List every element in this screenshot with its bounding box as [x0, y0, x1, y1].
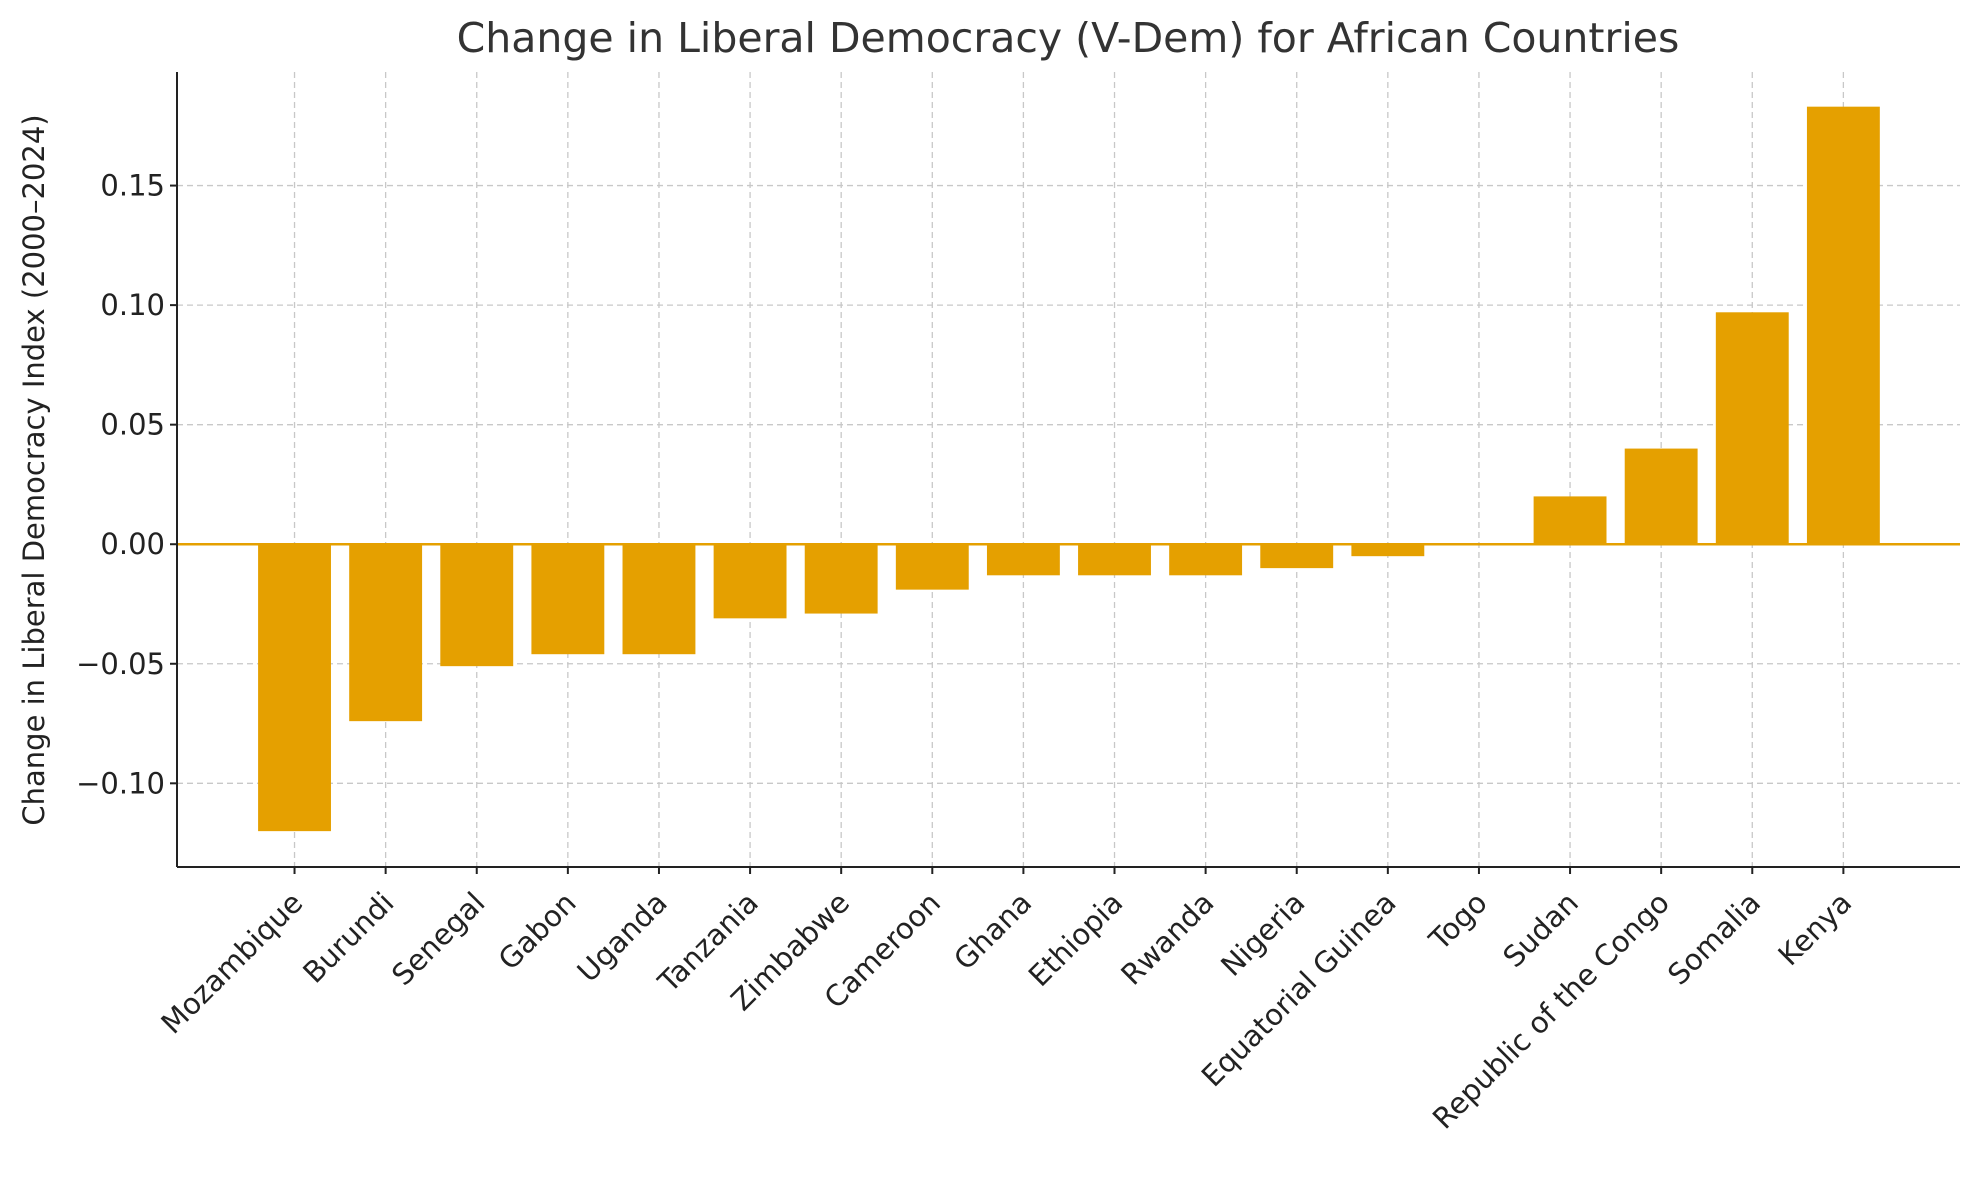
bar-ghana — [986, 544, 1060, 576]
y-tick-label: −0.05 — [76, 647, 165, 681]
bar-burundi — [349, 544, 423, 722]
bar-nigeria — [1260, 544, 1334, 569]
bar-mozambique — [258, 544, 331, 832]
bar-kenya — [1806, 106, 1880, 545]
bar-equatorial-guinea — [1351, 544, 1425, 557]
x-tick-label: Kenya — [1771, 885, 1858, 972]
bar-uganda — [622, 544, 696, 655]
bar-ethiopia — [1078, 544, 1151, 576]
bar-zimbabwe — [804, 544, 878, 614]
bar-gabon — [531, 544, 605, 655]
bar-somalia — [1715, 312, 1789, 545]
bar-rwanda — [1169, 544, 1243, 576]
y-tick-label: 0.15 — [100, 169, 165, 203]
x-tick-label: Somalia — [1661, 885, 1767, 991]
x-tick-label: Mozambique — [154, 885, 309, 1040]
x-tick-label: Sudan — [1496, 885, 1585, 974]
x-tick-label: Senegal — [385, 885, 492, 992]
bar-cameroon — [895, 544, 969, 590]
x-tick-label: Burundi — [296, 885, 400, 989]
x-tick-label: Ethiopia — [1022, 885, 1130, 993]
chart-title: Change in Liberal Democracy (V-Dem) for … — [457, 14, 1680, 62]
bar-republic-of-the-congo — [1624, 448, 1698, 545]
y-tick-label: 0.05 — [100, 408, 165, 442]
bar-tanzania — [713, 544, 787, 619]
x-tick-label: Rwanda — [1114, 885, 1220, 991]
y-tick-label: 0.10 — [100, 288, 165, 322]
bar-senegal — [440, 544, 514, 667]
x-tick-label: Gabon — [492, 885, 583, 976]
x-tick-label: Togo — [1422, 885, 1494, 957]
y-axis-label: Change in Liberal Democracy Index (2000–… — [17, 114, 51, 825]
bar-sudan — [1533, 496, 1607, 545]
x-tick-label: Ghana — [947, 885, 1038, 976]
y-tick-label: −0.10 — [76, 766, 165, 800]
y-tick-label: 0.00 — [100, 527, 165, 561]
